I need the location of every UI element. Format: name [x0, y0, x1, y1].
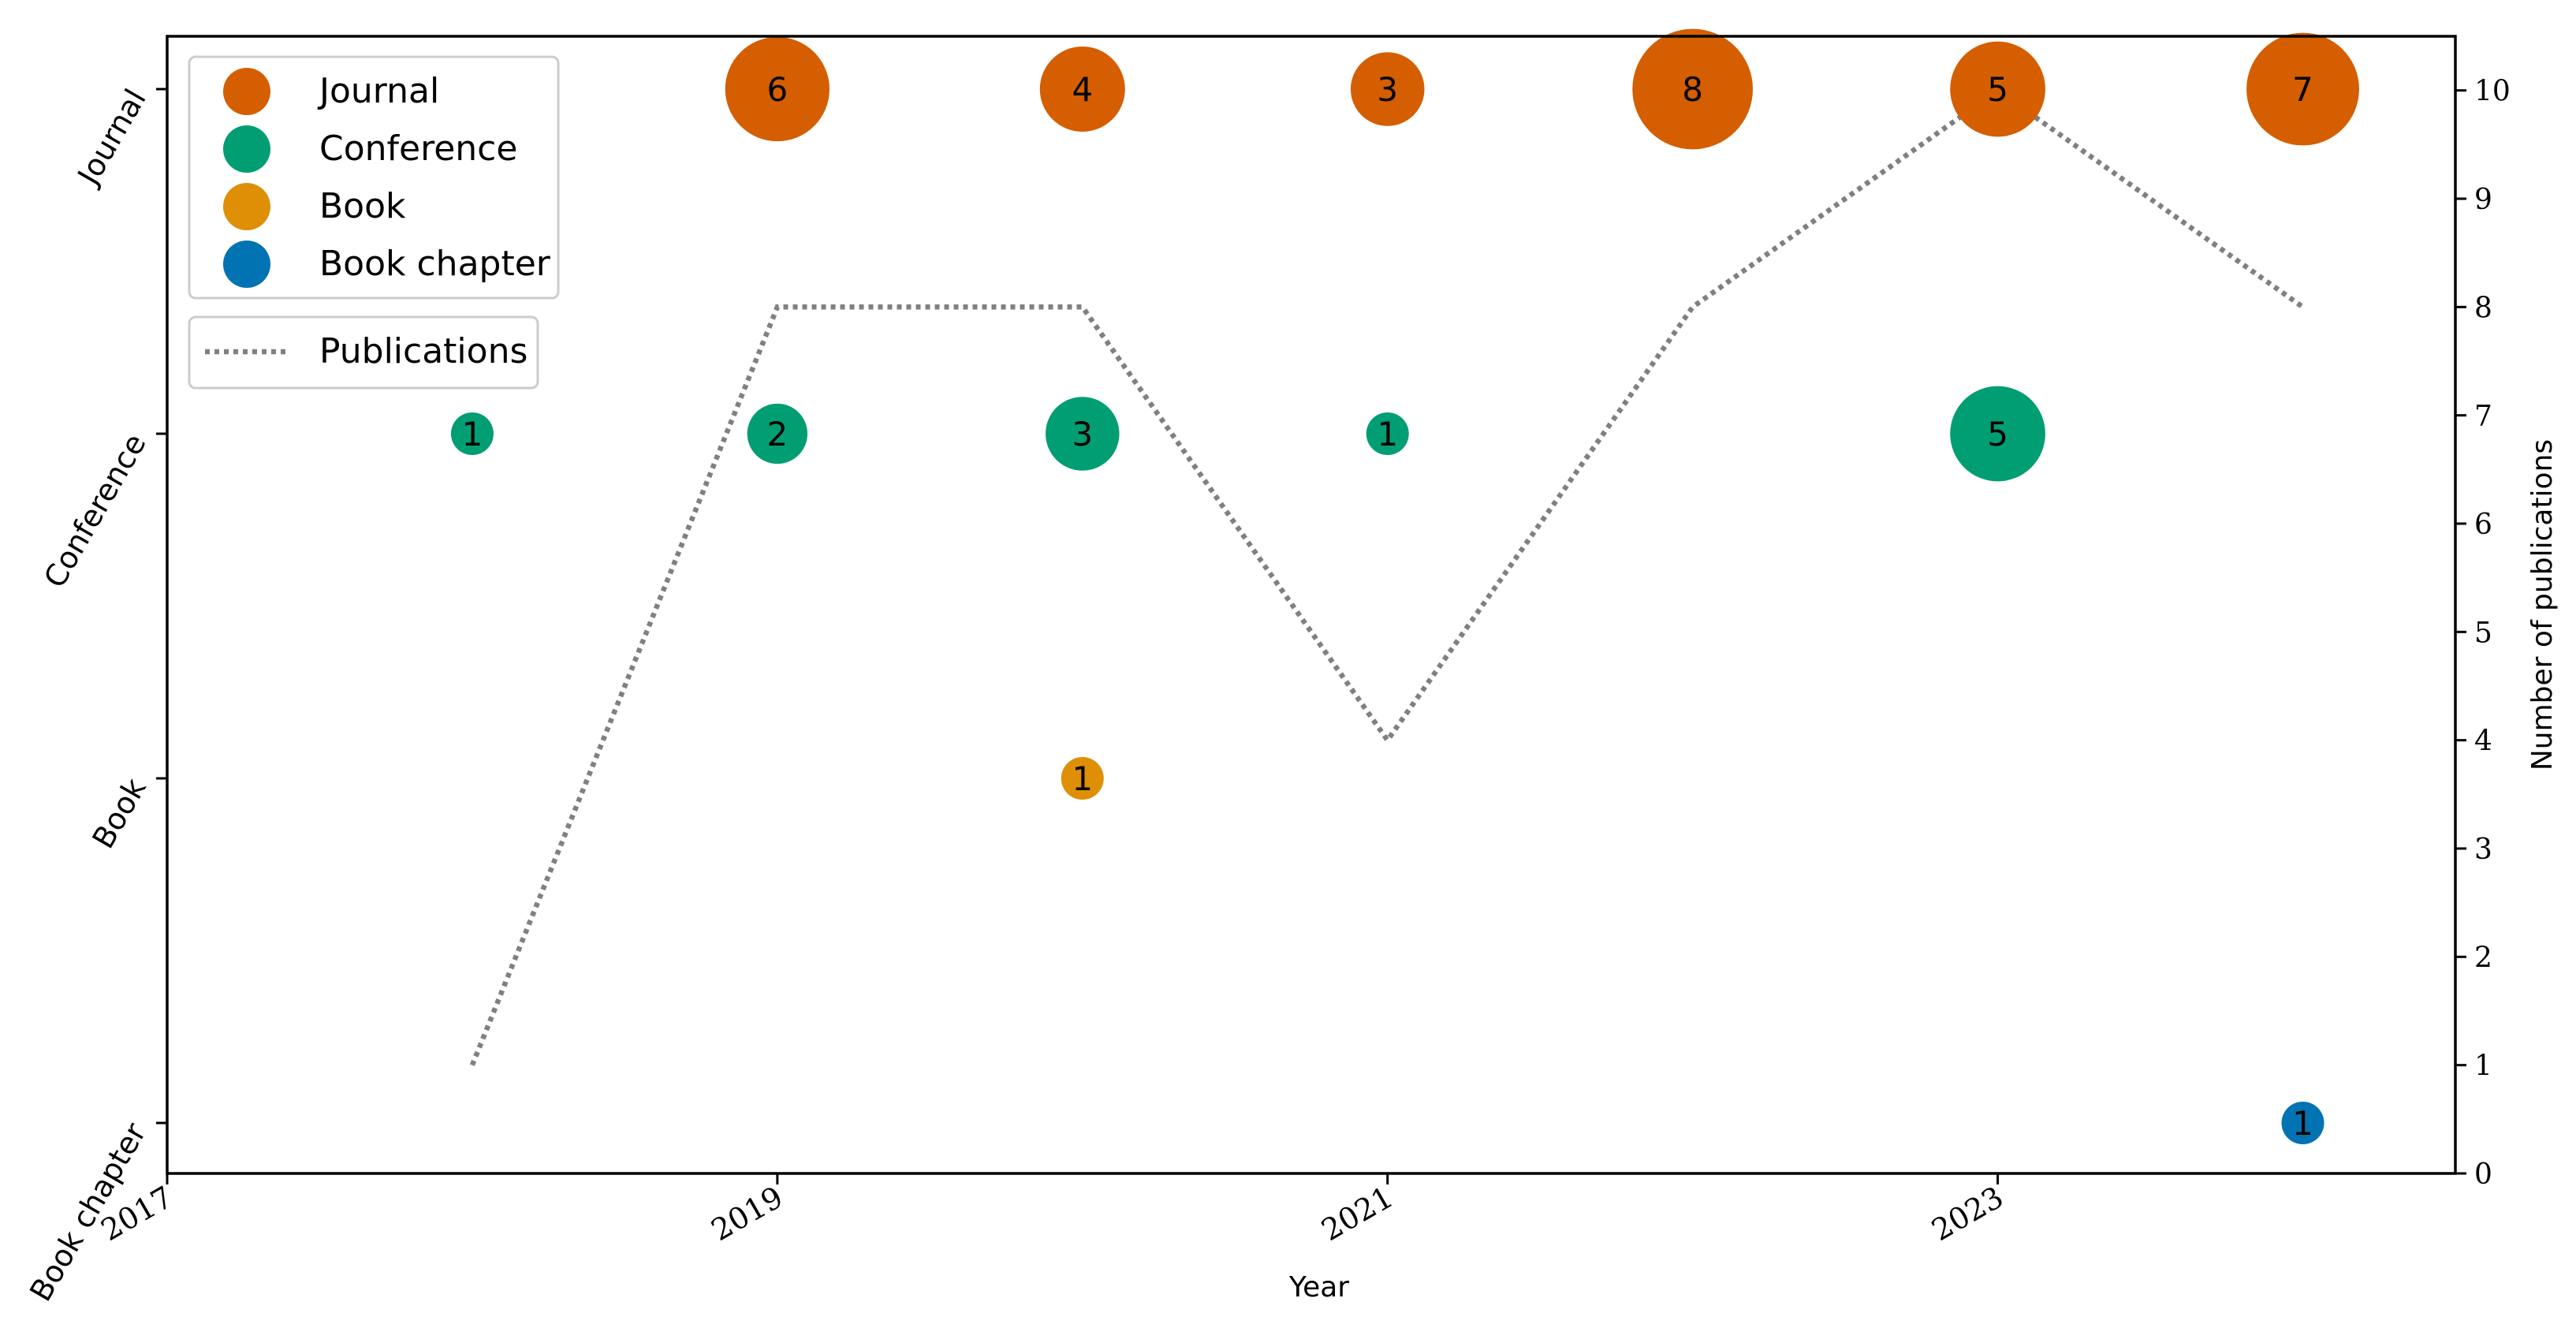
bubble-journal-2020 [1039, 47, 1125, 132]
legend-marker-book [223, 183, 270, 230]
bubble-count-label: 1 [462, 415, 483, 453]
bubble-book-chapter-2024 [2281, 1102, 2324, 1144]
y-right-tick-label: 3 [2474, 834, 2492, 866]
legend-label: Conference [319, 129, 517, 169]
legend-label: Book [319, 186, 406, 226]
bubble-count-label: 8 [1682, 70, 1703, 109]
bubble-conference-2023 [1950, 386, 2045, 482]
bubble-count-label: 3 [1072, 415, 1093, 453]
legend-marker-journal [223, 68, 270, 115]
bubble-conference-2021 [1366, 412, 1409, 455]
legend-label: Book chapter [319, 244, 551, 284]
legend-box-categories [188, 55, 560, 300]
bubble-count-label: 1 [1072, 759, 1093, 798]
bubble-journal-2019 [725, 36, 830, 142]
bubble-count-label: 4 [1072, 70, 1093, 109]
y-right-tick-label: 6 [2474, 509, 2492, 541]
bubble-conference-2018 [450, 412, 494, 455]
bubble-journal-2021 [1350, 52, 1425, 126]
y-right-tick-label: 5 [2474, 617, 2492, 649]
legend-box-line [188, 315, 539, 390]
bubble-journal-2024 [2246, 32, 2359, 146]
bubble-count-label: 3 [1377, 70, 1398, 109]
legend-marker-book-chapter [223, 241, 270, 288]
x-tick-label: 2023 [1925, 1180, 2009, 1248]
x-tick-label: 2019 [706, 1180, 789, 1248]
legend-marker-conference [223, 125, 270, 173]
y-right-tick-label: 8 [2474, 292, 2492, 324]
y-right-tick-label: 1 [2474, 1050, 2492, 1083]
x-axis-label: Year [1288, 1271, 1349, 1304]
bubble-count-label: 6 [766, 70, 788, 109]
plot-frame [166, 35, 2457, 1175]
bubble-count-label: 5 [1987, 70, 2008, 109]
bubble-journal-2023 [1950, 41, 2045, 137]
bubble-count-label: 1 [1377, 415, 1398, 453]
bubble-count-label: 1 [2292, 1104, 2313, 1143]
y-right-tick-label: 4 [2474, 726, 2492, 758]
x-tick-label: 2021 [1315, 1180, 1399, 1248]
y-right-tick-label: 9 [2474, 184, 2492, 216]
y-category-label: Conference [37, 428, 153, 594]
y-right-axis-label: Number of publications [2526, 439, 2559, 770]
bubble-book-2020 [1061, 757, 1104, 800]
y-category-label: Book [85, 773, 152, 855]
bubble-count-label: 5 [1987, 415, 2008, 453]
y-right-tick-label: 7 [2474, 401, 2492, 433]
publications-total-line [469, 87, 2305, 1066]
y-right-tick-label: 2 [2474, 942, 2492, 974]
bubble-count-label: 2 [766, 415, 788, 453]
bubble-conference-2020 [1046, 397, 1120, 471]
y-right-tick-label: 0 [2474, 1158, 2492, 1191]
bubble-journal-2022 [1632, 28, 1754, 150]
legend-label: Journal [317, 71, 439, 111]
y-category-label: Journal [70, 84, 153, 192]
legend-label: Publications [319, 331, 528, 371]
bubble-conference-2019 [747, 403, 808, 464]
bubble-count-label: 7 [2292, 70, 2313, 109]
y-right-tick-label: 10 [2474, 76, 2511, 108]
